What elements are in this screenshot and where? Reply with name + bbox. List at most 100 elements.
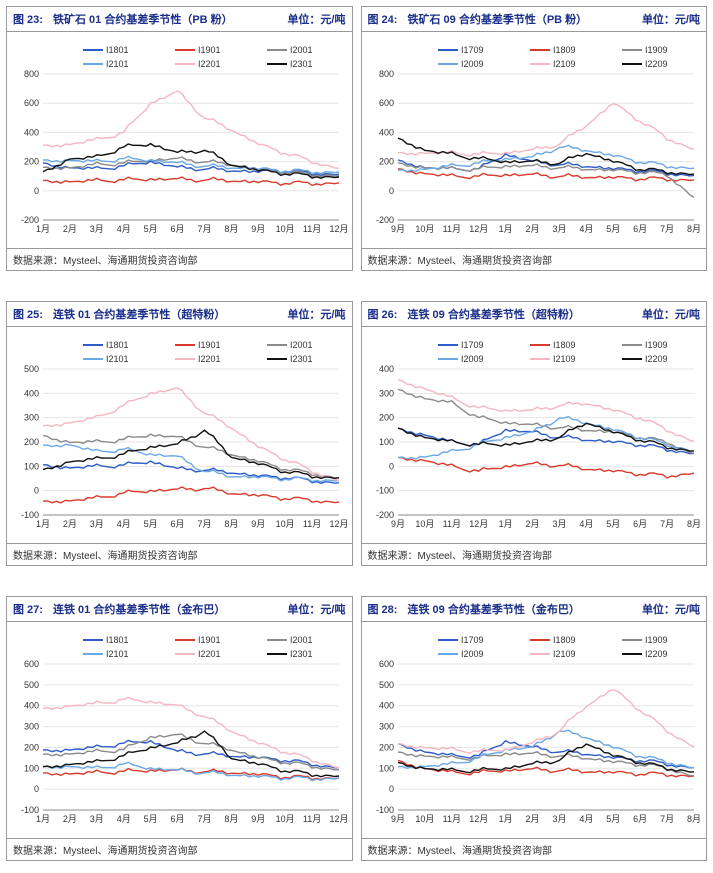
panel-header: 图 24: 铁矿石 09 合约基差季节性（PB 粉） 单位：元/吨 xyxy=(362,7,707,32)
svg-text:12月: 12月 xyxy=(329,814,348,824)
svg-text:9月: 9月 xyxy=(390,224,404,234)
svg-text:200: 200 xyxy=(24,157,39,167)
chart-panel: 图 26: 连铁 09 合约基差季节性（超特粉） 单位：元/吨 I1709I18… xyxy=(361,301,708,566)
panel-header: 图 28: 连铁 09 合约基差季节性（金布巴） 单位：元/吨 xyxy=(362,597,707,622)
svg-text:7月: 7月 xyxy=(197,519,211,529)
svg-text:400: 400 xyxy=(378,364,393,374)
svg-text:200: 200 xyxy=(378,413,393,423)
svg-text:I1709: I1709 xyxy=(461,45,484,55)
figure-number: 图 24: xyxy=(368,11,398,27)
svg-text:6月: 6月 xyxy=(633,814,647,824)
figure-number: 图 25: xyxy=(13,306,43,322)
svg-text:I1901: I1901 xyxy=(198,635,221,645)
svg-text:9月: 9月 xyxy=(390,519,404,529)
svg-text:11月: 11月 xyxy=(303,519,321,529)
svg-text:200: 200 xyxy=(24,437,39,447)
svg-text:11月: 11月 xyxy=(442,519,460,529)
data-source: 数据来源：Mysteel、海通期货投资咨询部 xyxy=(362,543,707,565)
svg-text:2月: 2月 xyxy=(63,224,77,234)
svg-text:I1801: I1801 xyxy=(106,635,129,645)
svg-text:7月: 7月 xyxy=(660,224,674,234)
svg-text:11月: 11月 xyxy=(442,814,460,824)
svg-text:7月: 7月 xyxy=(197,814,211,824)
svg-text:4月: 4月 xyxy=(579,814,593,824)
svg-text:5月: 5月 xyxy=(606,224,620,234)
svg-text:9月: 9月 xyxy=(251,814,265,824)
figure-number: 图 23: xyxy=(13,11,43,27)
svg-text:12月: 12月 xyxy=(469,814,488,824)
svg-text:I1901: I1901 xyxy=(198,45,221,55)
svg-text:500: 500 xyxy=(378,680,393,690)
svg-text:I1809: I1809 xyxy=(553,635,576,645)
svg-text:I2009: I2009 xyxy=(461,59,484,69)
svg-text:I1809: I1809 xyxy=(553,340,576,350)
svg-text:I2101: I2101 xyxy=(106,649,129,659)
chart-area: I1709I1809I1909I2009I2109I2209 -10001002… xyxy=(362,622,707,838)
svg-text:I2201: I2201 xyxy=(198,59,221,69)
svg-text:I2109: I2109 xyxy=(553,649,576,659)
data-source: 数据来源：Mysteel、海通期货投资咨询部 xyxy=(7,248,352,270)
svg-text:400: 400 xyxy=(24,388,39,398)
svg-text:7月: 7月 xyxy=(197,224,211,234)
svg-text:3月: 3月 xyxy=(552,814,566,824)
svg-text:I2301: I2301 xyxy=(290,649,313,659)
svg-text:I2201: I2201 xyxy=(198,354,221,364)
svg-text:200: 200 xyxy=(378,742,393,752)
svg-text:I2209: I2209 xyxy=(645,354,668,364)
svg-text:100: 100 xyxy=(24,461,39,471)
svg-text:300: 300 xyxy=(24,722,39,732)
panel-title-text: 连铁 01 合约基差季节性（超特粉） xyxy=(53,306,225,322)
svg-text:0: 0 xyxy=(34,784,39,794)
svg-text:8月: 8月 xyxy=(224,519,238,529)
chart-svg: I1801I1901I2001I2101I2201I2301 -10001002… xyxy=(9,626,349,836)
figure-number: 图 26: xyxy=(368,306,398,322)
svg-text:3月: 3月 xyxy=(552,519,566,529)
svg-text:10月: 10月 xyxy=(415,224,434,234)
svg-text:3月: 3月 xyxy=(90,224,104,234)
panel-unit: 单位：元/吨 xyxy=(287,11,345,27)
data-source: 数据来源：Mysteel、海通期货投资咨询部 xyxy=(362,248,707,270)
panel-unit: 单位：元/吨 xyxy=(287,601,345,617)
chart-panel: 图 25: 连铁 01 合约基差季节性（超特粉） 单位：元/吨 I1801I19… xyxy=(6,301,353,566)
svg-text:-100: -100 xyxy=(375,486,393,496)
svg-text:I2201: I2201 xyxy=(198,649,221,659)
svg-text:I2009: I2009 xyxy=(461,354,484,364)
chart-grid: 图 23: 铁矿石 01 合约基差季节性（PB 粉） 单位：元/吨 I1801I… xyxy=(6,6,707,861)
svg-text:I1909: I1909 xyxy=(645,340,668,350)
data-source: 数据来源：Mysteel、海通期货投资咨询部 xyxy=(362,838,707,860)
panel-title-text: 连铁 01 合约基差季节性（金布巴） xyxy=(53,601,225,617)
svg-text:4月: 4月 xyxy=(579,224,593,234)
svg-text:6月: 6月 xyxy=(633,224,647,234)
svg-text:11月: 11月 xyxy=(442,224,460,234)
svg-text:200: 200 xyxy=(24,742,39,752)
svg-text:800: 800 xyxy=(378,69,393,79)
svg-text:1月: 1月 xyxy=(498,224,512,234)
figure-number: 图 28: xyxy=(368,601,398,617)
panel-unit: 单位：元/吨 xyxy=(642,306,700,322)
svg-text:I1709: I1709 xyxy=(461,340,484,350)
svg-text:600: 600 xyxy=(378,659,393,669)
svg-text:11月: 11月 xyxy=(303,814,321,824)
svg-text:I1709: I1709 xyxy=(461,635,484,645)
svg-text:10月: 10月 xyxy=(276,224,295,234)
svg-text:6月: 6月 xyxy=(633,519,647,529)
svg-text:2月: 2月 xyxy=(63,519,77,529)
chart-area: I1801I1901I2001I2101I2201I2301 -20002004… xyxy=(7,32,352,248)
svg-text:9月: 9月 xyxy=(390,814,404,824)
svg-text:1月: 1月 xyxy=(498,814,512,824)
svg-text:11月: 11月 xyxy=(303,224,321,234)
svg-text:400: 400 xyxy=(378,701,393,711)
panel-unit: 单位：元/吨 xyxy=(642,11,700,27)
panel-header: 图 25: 连铁 01 合约基差季节性（超特粉） 单位：元/吨 xyxy=(7,302,352,327)
svg-text:5月: 5月 xyxy=(144,224,158,234)
panel-title-text: 铁矿石 01 合约基差季节性（PB 粉） xyxy=(53,11,233,27)
svg-text:I2001: I2001 xyxy=(290,340,313,350)
chart-panel: 图 27: 连铁 01 合约基差季节性（金布巴） 单位：元/吨 I1801I19… xyxy=(6,596,353,861)
panel-title-text: 连铁 09 合约基差季节性（金布巴） xyxy=(407,601,579,617)
chart-area: I1709I1809I1909I2009I2109I2209 -20002004… xyxy=(362,32,707,248)
svg-text:400: 400 xyxy=(378,127,393,137)
svg-text:7月: 7月 xyxy=(660,814,674,824)
svg-text:500: 500 xyxy=(24,680,39,690)
svg-text:I2101: I2101 xyxy=(106,354,129,364)
svg-text:4月: 4月 xyxy=(117,224,131,234)
